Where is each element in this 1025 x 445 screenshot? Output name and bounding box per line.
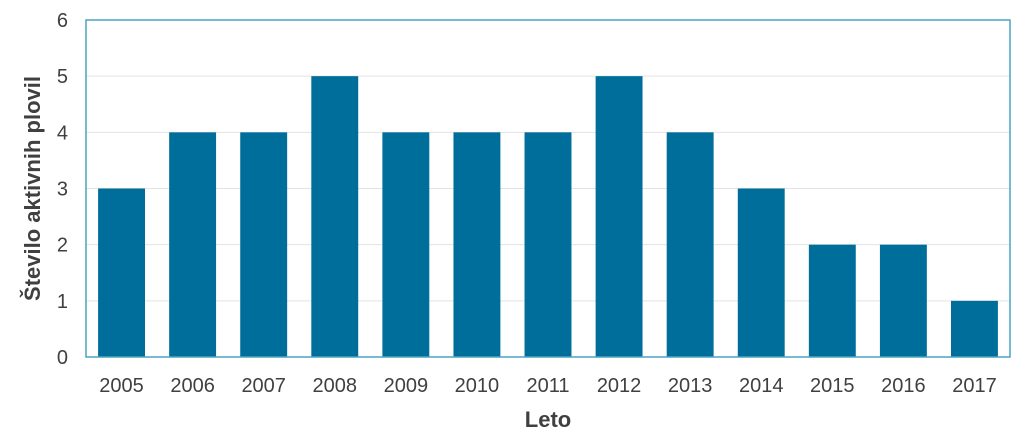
bar-2010	[453, 132, 501, 357]
x-tick-label: 2017	[952, 375, 997, 397]
bar-2007	[240, 132, 288, 357]
y-tick-label: 5	[57, 66, 68, 88]
x-tick-label: 2011	[526, 375, 569, 397]
y-tick-label: 6	[57, 10, 68, 32]
bar-2014	[737, 188, 785, 357]
y-tick-label: 2	[57, 235, 68, 257]
bar-2005	[98, 188, 145, 357]
bar-2009	[382, 132, 430, 357]
bar-2017	[951, 300, 998, 357]
x-tick-label: 2006	[170, 375, 215, 397]
bar-2012	[595, 76, 643, 358]
x-tick-label: 2007	[241, 375, 286, 397]
y-tick-label: 1	[57, 291, 68, 313]
bar-2011	[524, 132, 572, 357]
bar-2016	[879, 244, 927, 357]
y-axis-title: Število aktivnih plovil	[20, 76, 45, 301]
x-tick-label: 2016	[881, 375, 926, 397]
bar-2006	[169, 132, 217, 357]
x-tick-label: 2005	[99, 375, 144, 397]
bar-2013	[666, 132, 714, 357]
x-tick-label: 2009	[384, 375, 429, 397]
bars	[98, 76, 998, 358]
bar-2008	[311, 76, 359, 358]
x-tick-labels: 2005 2006 2007 2008 2009 2010 2011 2012 2013 2014…	[99, 375, 996, 397]
y-tick-label: 3	[57, 179, 68, 201]
x-tick-label: 2015	[810, 375, 855, 397]
x-tick-label: 2012	[597, 375, 642, 397]
x-tick-label: 2008	[313, 375, 358, 397]
y-tick-label: 0	[57, 347, 68, 369]
x-tick-label: 2014	[739, 375, 784, 397]
y-tick-label: 4	[57, 122, 68, 144]
x-tick-label: 2013	[668, 375, 713, 397]
x-axis-title: Leto	[525, 407, 571, 432]
bar-2015	[808, 244, 856, 357]
x-tick-label: 2010	[455, 375, 500, 397]
y-tick-labels: 0 1 2 3 4 5 6	[57, 10, 68, 369]
plot-frame	[85, 19, 1011, 358]
